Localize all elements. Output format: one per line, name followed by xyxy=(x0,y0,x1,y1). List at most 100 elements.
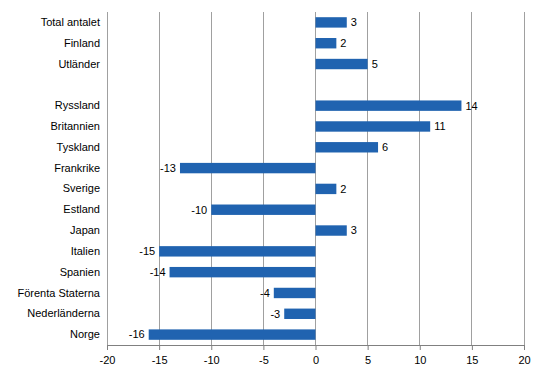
y-tick: Tyskland xyxy=(57,141,107,153)
y-tick: Sverige xyxy=(63,182,107,194)
bar xyxy=(316,17,347,27)
bar xyxy=(316,100,462,110)
bar xyxy=(211,205,315,215)
y-tick: Ryssland xyxy=(55,99,107,111)
y-tick: Nederländerna xyxy=(27,307,107,319)
bar xyxy=(284,309,315,319)
x-tick-label: -10 xyxy=(204,354,220,366)
data-label: 2 xyxy=(340,37,346,49)
x-tick: 5 xyxy=(365,345,371,366)
x-tick-label: -5 xyxy=(259,354,269,366)
y-tick: Estland xyxy=(63,203,107,215)
x-tick: -10 xyxy=(204,345,220,366)
x-tick-mark xyxy=(316,345,317,350)
grid-line xyxy=(524,12,525,345)
bar xyxy=(159,246,315,256)
bar xyxy=(316,184,337,194)
y-axis: Total antalet Finland Utländer Ryssland Brit… xyxy=(17,16,107,340)
x-tick-label: 15 xyxy=(466,354,478,366)
bar xyxy=(274,288,316,298)
plot: -20 -15 -10 -5 0 5 10 15 20 Total antalet Finland U… xyxy=(17,12,530,366)
grid-line xyxy=(211,12,212,345)
data-labels: 32514116-132-103-15-14-4-3-16 xyxy=(129,16,478,340)
y-tick: Total antalet xyxy=(41,16,107,28)
data-label: -10 xyxy=(191,204,207,216)
x-tick-label: 10 xyxy=(414,354,426,366)
y-tick-label: Japan xyxy=(70,224,100,236)
y-tick: Frankrike xyxy=(54,162,107,174)
x-tick-label: -15 xyxy=(152,354,168,366)
bar xyxy=(170,267,316,277)
data-label: 5 xyxy=(372,58,378,70)
x-axis: -20 -15 -10 -5 0 5 10 15 20 xyxy=(100,345,531,366)
y-tick-label: Nederländerna xyxy=(27,307,101,319)
grid-line xyxy=(471,12,472,345)
y-tick-label: Total antalet xyxy=(41,16,100,28)
grid-line xyxy=(419,12,420,345)
y-tick: Förenta Staterna xyxy=(17,286,107,298)
y-tick-label: Italien xyxy=(71,245,100,257)
x-tick: -15 xyxy=(152,345,168,366)
x-tick-mark xyxy=(368,345,369,350)
bar xyxy=(316,121,431,131)
x-tick-mark xyxy=(420,345,421,350)
y-tick-label: Förenta Staterna xyxy=(17,286,100,298)
data-label: -3 xyxy=(270,308,280,320)
bar xyxy=(316,225,347,235)
x-tick: 10 xyxy=(414,345,426,366)
x-tick-mark xyxy=(263,345,264,350)
data-label: -14 xyxy=(150,266,166,278)
data-label: -16 xyxy=(129,328,145,340)
bars xyxy=(149,17,462,340)
y-tick: Spanien xyxy=(60,266,107,278)
data-label: -4 xyxy=(260,287,270,299)
grid-line xyxy=(107,12,108,345)
y-tick-label: Norge xyxy=(70,328,100,340)
x-tick: -5 xyxy=(259,345,269,366)
data-label: -15 xyxy=(139,245,155,257)
x-tick: -20 xyxy=(100,345,116,366)
y-tick-label: Spanien xyxy=(60,266,100,278)
y-tick-label: Frankrike xyxy=(54,162,100,174)
y-tick-label: Sverige xyxy=(63,182,100,194)
x-tick: 0 xyxy=(313,345,319,366)
data-label: 2 xyxy=(340,183,346,195)
y-tick: Utländer xyxy=(58,58,107,70)
y-tick: Norge xyxy=(70,328,107,340)
y-tick-label: Estland xyxy=(63,203,100,215)
x-tick-label: -20 xyxy=(100,354,116,366)
x-tick-mark xyxy=(211,345,212,350)
x-tick: 20 xyxy=(518,345,530,366)
chart: -20 -15 -10 -5 0 5 10 15 20 Total antalet Finland U… xyxy=(0,0,546,376)
x-tick-mark xyxy=(524,345,525,350)
x-tick-mark xyxy=(159,345,160,350)
bar xyxy=(149,329,316,339)
data-label: 3 xyxy=(351,224,357,236)
y-tick-label: Utländer xyxy=(58,58,100,70)
grid-line xyxy=(159,12,160,345)
y-tick: Britannien xyxy=(50,120,107,132)
bar xyxy=(316,38,337,48)
y-tick-label: Tyskland xyxy=(57,141,100,153)
y-tick: Italien xyxy=(71,245,107,257)
x-tick-label: 5 xyxy=(365,354,371,366)
y-tick: Japan xyxy=(70,224,107,236)
data-label: 3 xyxy=(351,16,357,28)
x-tick-label: 20 xyxy=(518,354,530,366)
data-label: 11 xyxy=(434,120,445,132)
y-tick-label: Finland xyxy=(64,37,100,49)
bar xyxy=(316,142,379,152)
x-tick-mark xyxy=(107,345,108,350)
bar xyxy=(180,163,316,173)
x-tick: 15 xyxy=(466,345,478,366)
x-tick-mark xyxy=(472,345,473,350)
y-tick-label: Britannien xyxy=(50,120,100,132)
y-tick: Finland xyxy=(64,37,107,49)
grid xyxy=(107,12,524,345)
bar xyxy=(316,59,368,69)
x-tick-label: 0 xyxy=(313,354,319,366)
data-label: 6 xyxy=(382,141,388,153)
data-label: 14 xyxy=(465,100,477,112)
data-label: -13 xyxy=(160,162,176,174)
y-tick-label: Ryssland xyxy=(55,99,100,111)
